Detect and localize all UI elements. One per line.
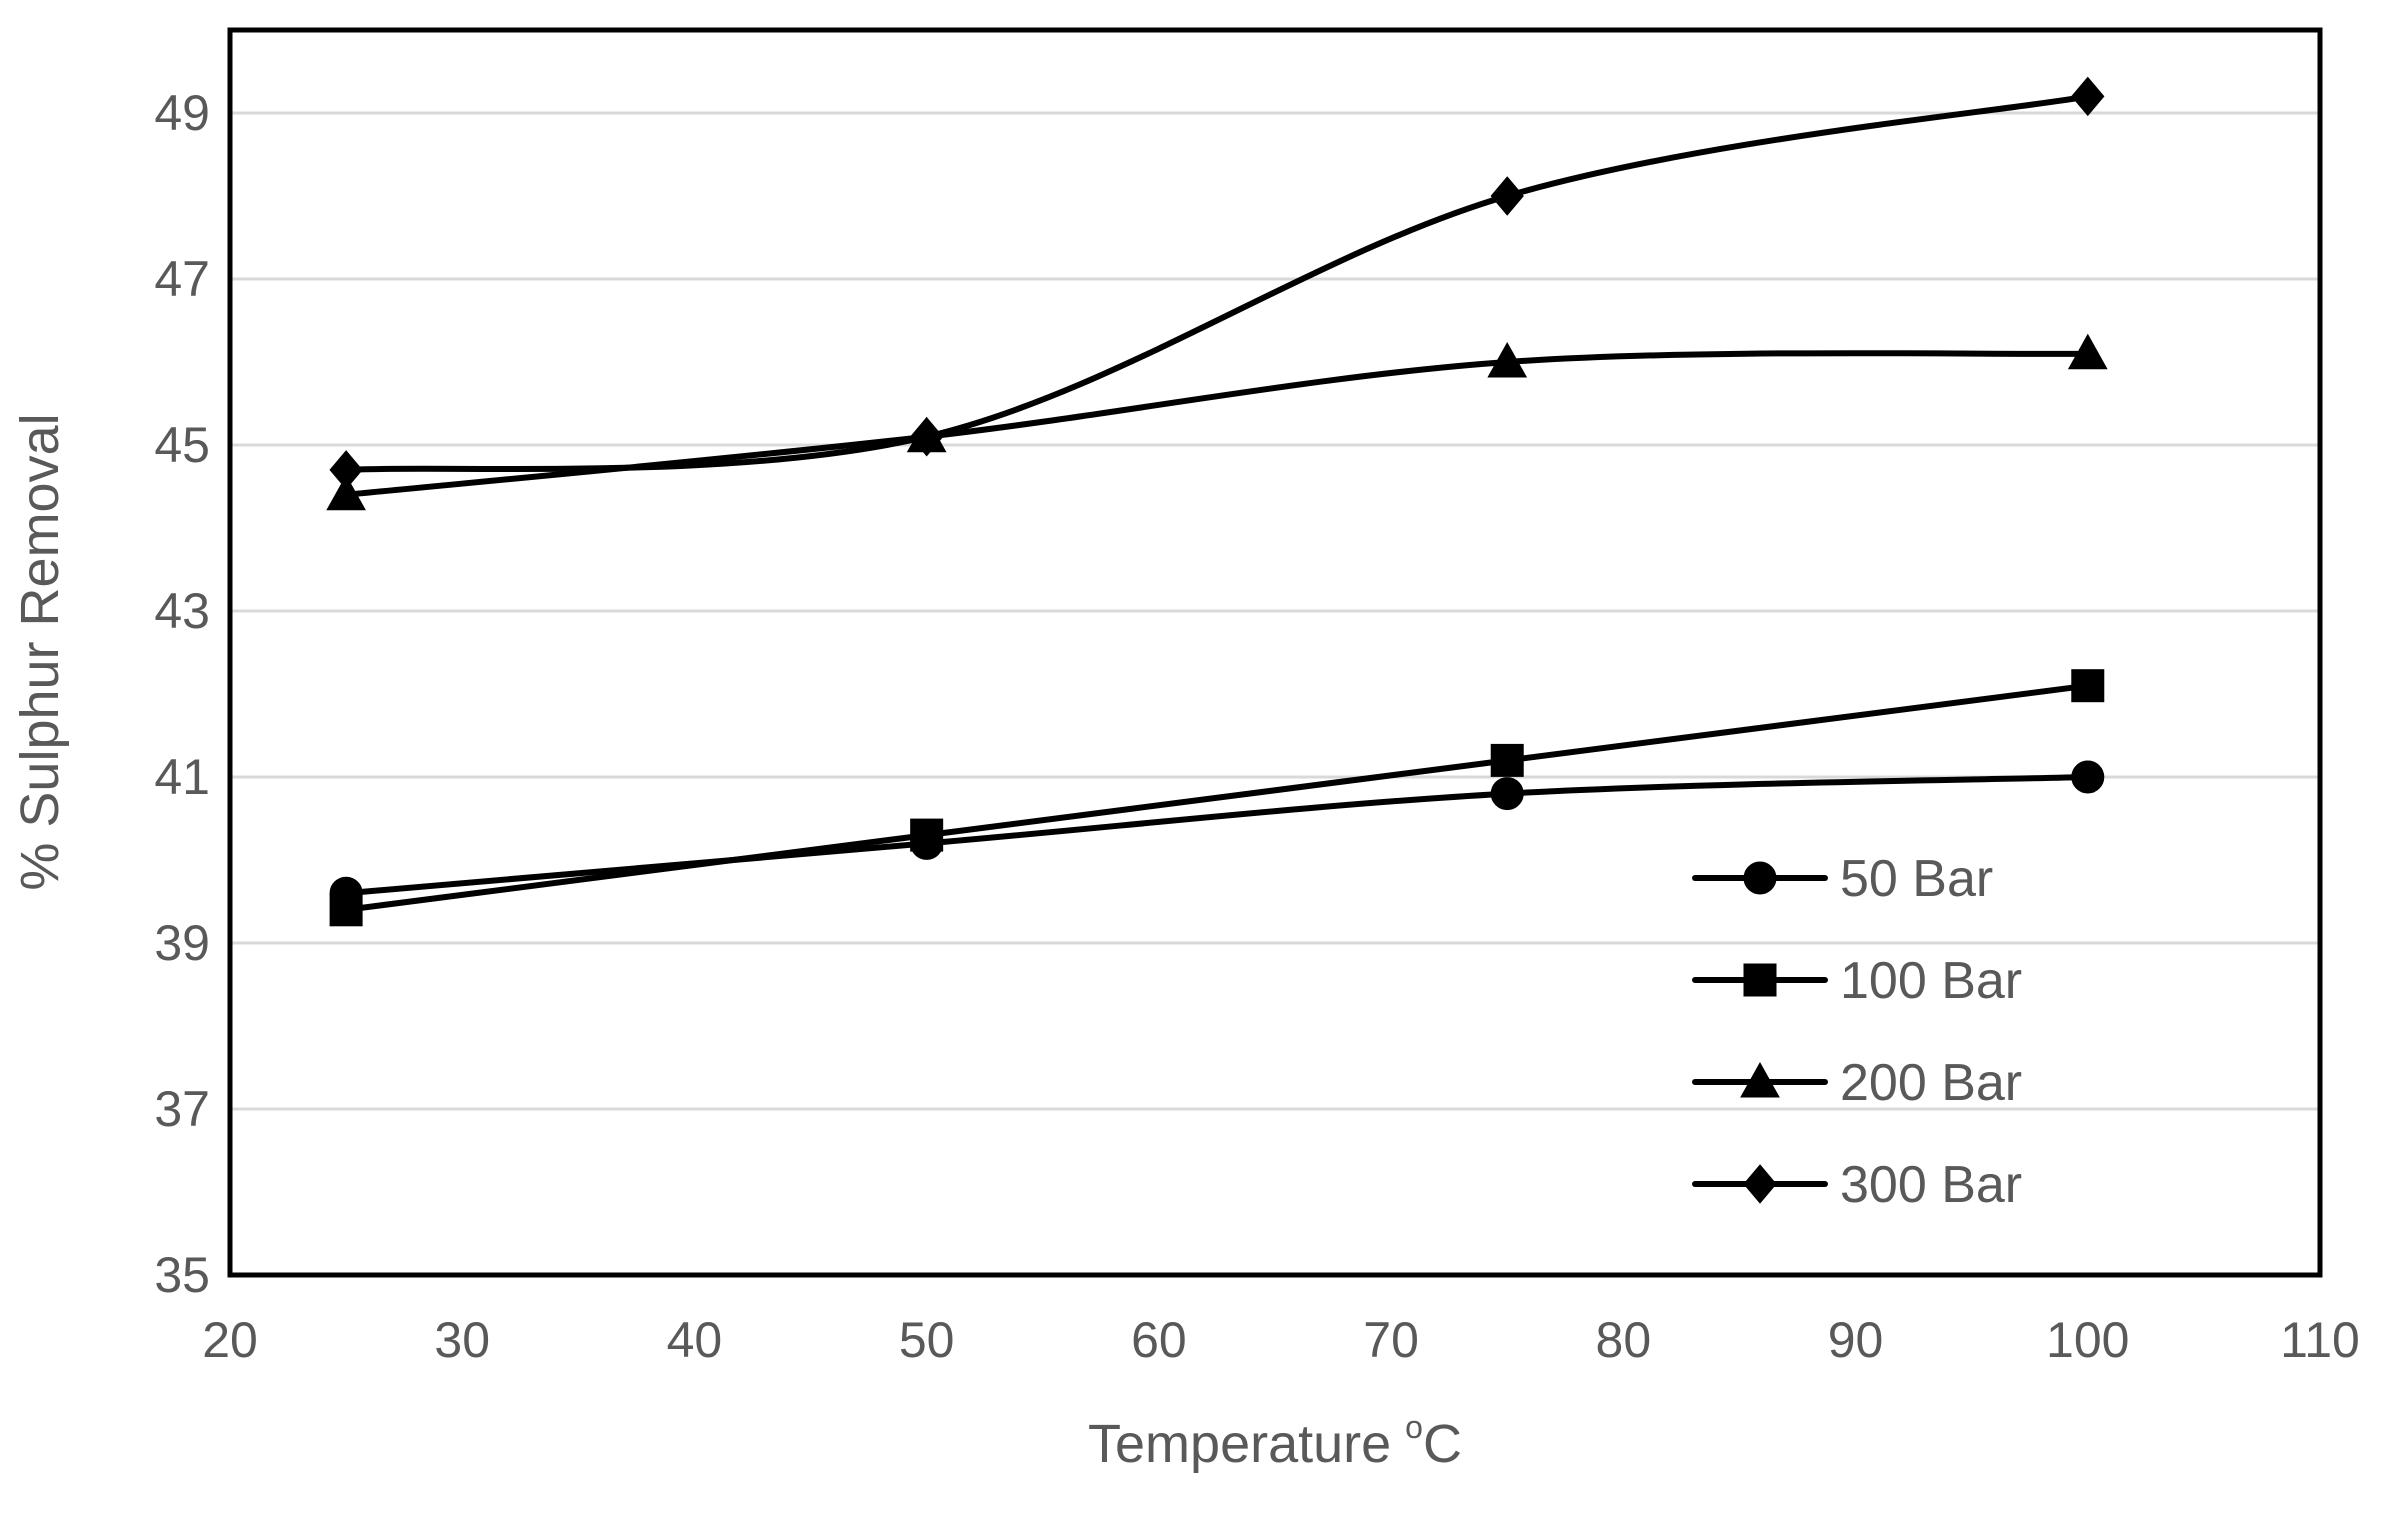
data-point-300-bar-75 bbox=[1490, 176, 1524, 216]
legend-label-200-bar: 200 Bar bbox=[1840, 1054, 2022, 1112]
data-point-100-bar-25 bbox=[329, 893, 363, 927]
data-point-300-bar-50 bbox=[910, 416, 944, 457]
y-axis-ticks: 35 37 39 41 43 45 47 49 bbox=[154, 85, 210, 1303]
series-line-100-bar bbox=[343, 682, 2091, 913]
y-tick-label-39: 39 bbox=[154, 915, 210, 971]
gridlines bbox=[230, 111, 2320, 1111]
x-axis-ticks: 20 30 40 50 60 70 80 90 100 110 bbox=[202, 1312, 2360, 1368]
x-tick-label-80: 80 bbox=[1596, 1312, 1652, 1368]
data-point-300-bar-25 bbox=[329, 450, 363, 490]
x-tick-label-30: 30 bbox=[434, 1312, 490, 1368]
legend-label-300-bar: 300 Bar bbox=[1840, 1156, 2022, 1214]
series-300-bar bbox=[329, 76, 2105, 490]
series-100-bar bbox=[329, 669, 2105, 927]
y-tick-label-47: 47 bbox=[154, 251, 210, 307]
x-tick-label-50: 50 bbox=[899, 1312, 955, 1368]
legend-marker-200-bar bbox=[1740, 1061, 1780, 1098]
legend-item-50-bar: 50 Bar bbox=[1692, 850, 1993, 908]
y-tick-label-35: 35 bbox=[154, 1247, 210, 1303]
x-tick-label-40: 40 bbox=[667, 1312, 723, 1368]
y-tick-label-49: 49 bbox=[154, 85, 210, 141]
x-tick-label-70: 70 bbox=[1363, 1312, 1419, 1368]
data-point-300-bar-100 bbox=[2071, 76, 2105, 117]
legend: 50 Bar 100 Bar 200 Bar 300 Bar bbox=[1692, 850, 2022, 1214]
x-axis-title: Temperature oC bbox=[1088, 1409, 1462, 1474]
legend-marker-300-bar bbox=[1743, 1164, 1777, 1204]
plot-frame bbox=[227, 27, 2323, 1278]
x-tick-label-110: 110 bbox=[2280, 1312, 2360, 1368]
data-point-50-bar-100 bbox=[2071, 760, 2105, 794]
y-tick-label-41: 41 bbox=[154, 749, 210, 805]
y-axis-title: % Sulphur Removal bbox=[10, 413, 70, 890]
x-tick-label-100: 100 bbox=[2046, 1312, 2129, 1368]
x-tick-label-90: 90 bbox=[1828, 1312, 1884, 1368]
data-point-200-bar-100 bbox=[2067, 333, 2108, 370]
legend-item-300-bar: 300 Bar bbox=[1692, 1156, 2022, 1214]
legend-item-100-bar: 100 Bar bbox=[1692, 952, 2022, 1010]
legend-marker-50-bar bbox=[1743, 861, 1777, 895]
legend-label-100-bar: 100 Bar bbox=[1840, 952, 2022, 1010]
y-tick-label-37: 37 bbox=[154, 1081, 210, 1137]
series-line-200-bar bbox=[343, 350, 2091, 498]
legend-marker-100-bar bbox=[1743, 963, 1777, 997]
x-tick-label-20: 20 bbox=[202, 1312, 258, 1368]
legend-label-50-bar: 50 Bar bbox=[1840, 850, 1993, 908]
data-point-50-bar-75 bbox=[1490, 777, 1524, 811]
series-line-50-bar bbox=[343, 774, 2091, 897]
series-group bbox=[326, 76, 2108, 927]
data-point-100-bar-75 bbox=[1490, 743, 1524, 777]
y-tick-label-43: 43 bbox=[154, 583, 210, 639]
series-50-bar bbox=[329, 760, 2105, 910]
y-tick-label-45: 45 bbox=[154, 417, 210, 473]
data-point-100-bar-100 bbox=[2071, 669, 2105, 703]
data-point-200-bar-25 bbox=[326, 474, 366, 511]
data-point-200-bar-75 bbox=[1487, 341, 1528, 378]
data-point-100-bar-50 bbox=[910, 818, 944, 852]
legend-item-200-bar: 200 Bar bbox=[1692, 1054, 2022, 1112]
series-200-bar bbox=[326, 333, 2108, 511]
series-line-300-bar bbox=[343, 93, 2091, 473]
x-tick-label-60: 60 bbox=[1131, 1312, 1187, 1368]
